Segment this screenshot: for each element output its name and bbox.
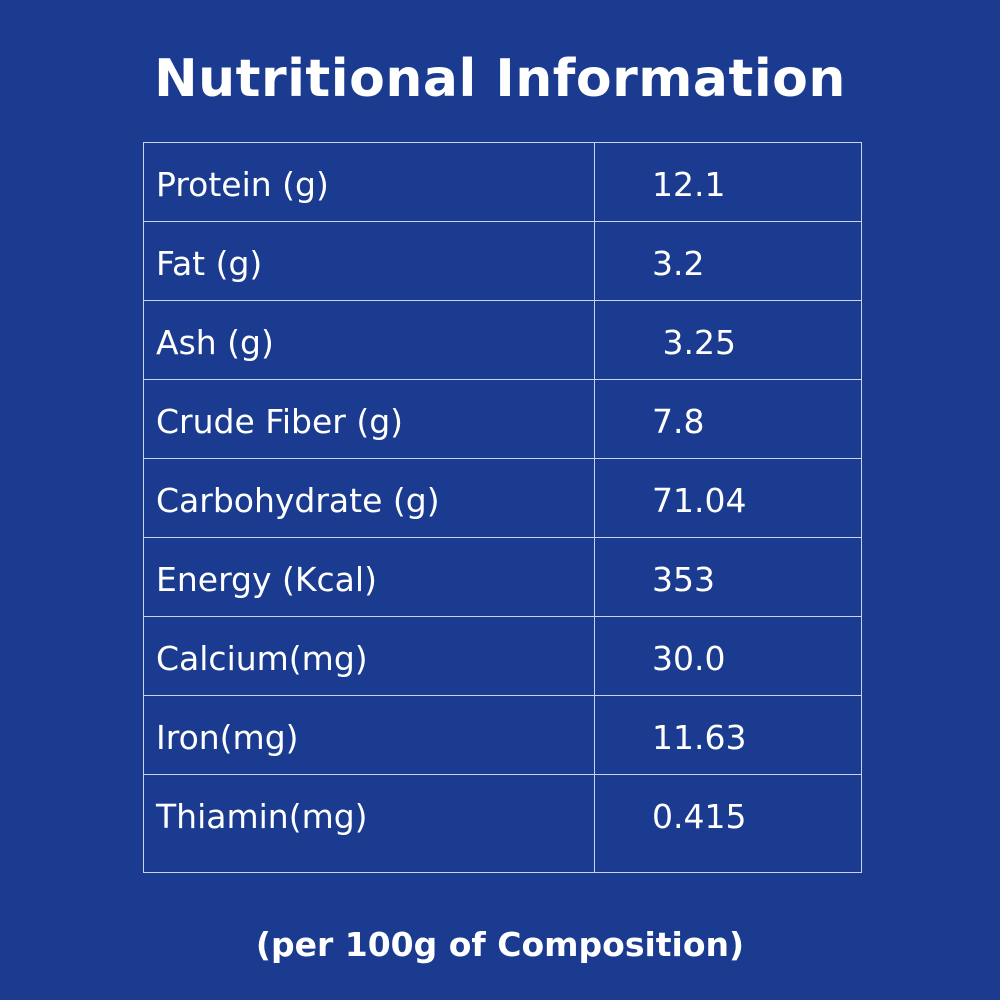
nutrient-label: Iron(mg) [143, 695, 595, 775]
nutrient-value: 11.63 [594, 695, 862, 775]
table-row: Carbohydrate (g) 71.04 [143, 458, 862, 538]
table-row: Protein (g) 12.1 [143, 142, 862, 222]
nutrient-value: 71.04 [594, 458, 862, 538]
nutrient-value: 353 [594, 537, 862, 617]
table-row: Fat (g) 3.2 [143, 221, 862, 301]
table-row: Ash (g) 3.25 [143, 300, 862, 380]
nutrient-value: 3.25 [594, 300, 862, 380]
nutrient-label: Calcium(mg) [143, 616, 595, 696]
nutrient-label: Fat (g) [143, 221, 595, 301]
nutrient-value: 0.415 [594, 774, 862, 873]
nutrient-label: Thiamin(mg) [143, 774, 595, 873]
nutrient-label: Ash (g) [143, 300, 595, 380]
nutrient-label: Energy (Kcal) [143, 537, 595, 617]
table-row: Crude Fiber (g) 7.8 [143, 379, 862, 459]
nutrient-label: Carbohydrate (g) [143, 458, 595, 538]
nutrient-value: 30.0 [594, 616, 862, 696]
table-row: Calcium(mg) 30.0 [143, 616, 862, 696]
table-row: Iron(mg) 11.63 [143, 695, 862, 775]
nutrient-value: 12.1 [594, 142, 862, 222]
nutrient-value: 3.2 [594, 221, 862, 301]
nutrient-label: Protein (g) [143, 142, 595, 222]
nutrition-table: Protein (g) 12.1 Fat (g) 3.2 Ash (g) 3.2… [143, 142, 862, 873]
table-row: Thiamin(mg) 0.415 [143, 774, 862, 873]
nutrient-value: 7.8 [594, 379, 862, 459]
nutrient-label: Crude Fiber (g) [143, 379, 595, 459]
table-row: Energy (Kcal) 353 [143, 537, 862, 617]
page-title: Nutritional Information [154, 49, 846, 109]
composition-footnote: (per 100g of Composition) [255, 925, 745, 964]
